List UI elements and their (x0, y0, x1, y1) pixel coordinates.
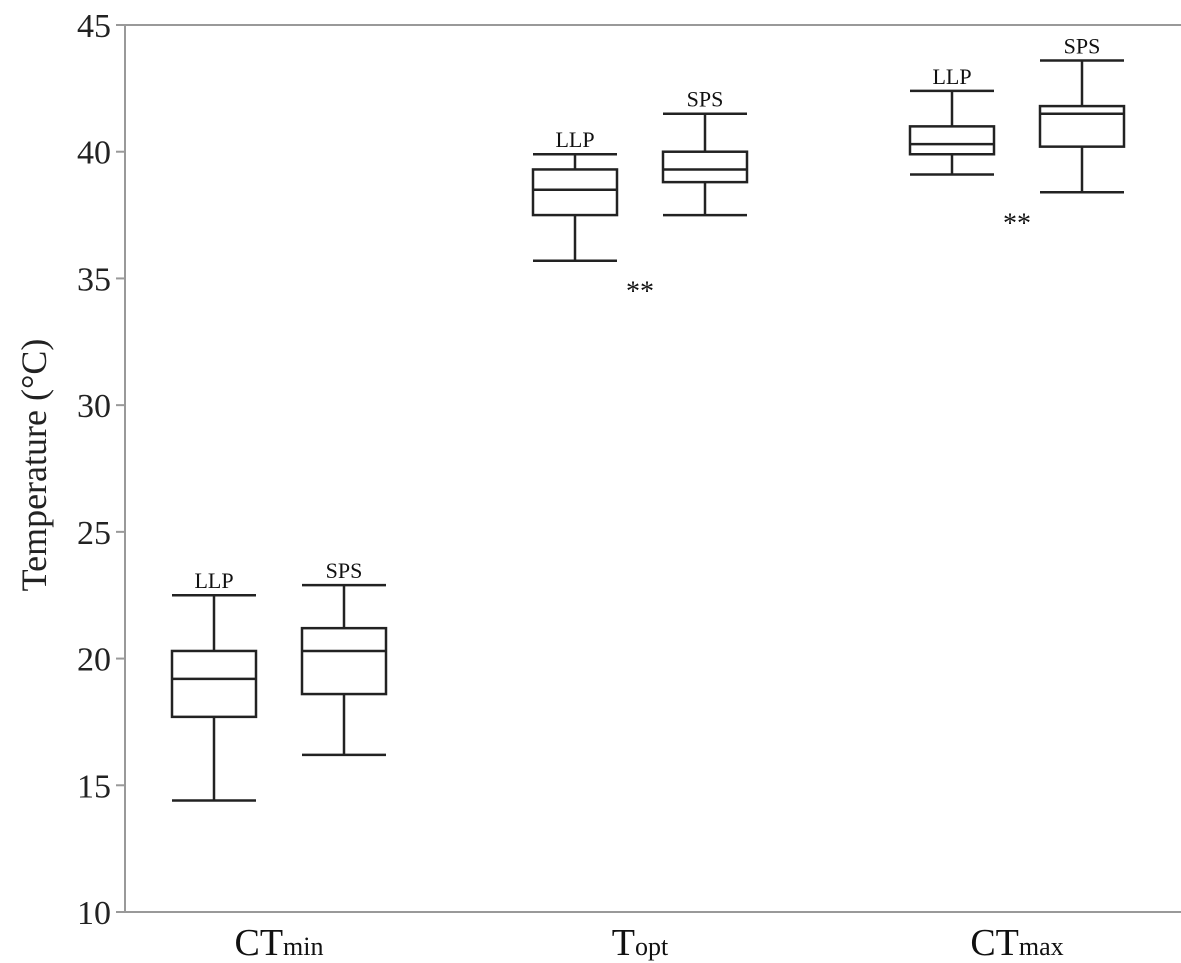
iqr-box (300, 626, 388, 696)
x-category-label: CTmax (970, 922, 1063, 963)
y-axis-ticks: 10 15 20 25 30 35 40 45 (77, 8, 125, 932)
significance-marker: ** (1003, 208, 1031, 239)
axes (124, 24, 1181, 913)
series-label: SPS (326, 558, 363, 583)
series-label: LLP (555, 127, 594, 152)
y-axis-title: Temperature (°C) (14, 339, 54, 592)
iqr-box (1038, 104, 1126, 148)
x-category-label: CTmin (234, 922, 323, 963)
y-tick-label: 10 (77, 895, 111, 932)
iqr-box (908, 125, 996, 156)
series-label: LLP (932, 64, 971, 89)
iqr-box (170, 649, 258, 719)
iqr-box (531, 168, 619, 217)
y-tick-label: 35 (77, 261, 111, 298)
y-tick-label: 25 (77, 515, 111, 552)
labels: ** ** CTmin Topt CTmax (234, 208, 1063, 963)
significance-marker: ** (626, 277, 654, 308)
series-label: SPS (1064, 33, 1101, 58)
box-llp: LLP (908, 64, 996, 176)
box-llp: LLP (531, 127, 619, 262)
y-tick-label: 30 (77, 388, 111, 425)
x-category-label: Topt (612, 922, 669, 963)
series-label: SPS (687, 87, 724, 112)
box-sps: SPS (300, 558, 388, 757)
box-sps: SPS (661, 87, 749, 217)
box-llp: LLP (170, 568, 258, 802)
series-label: LLP (194, 568, 233, 593)
y-tick-label: 20 (77, 642, 111, 679)
y-tick-label: 45 (77, 8, 111, 45)
iqr-box (661, 150, 749, 184)
y-tick-label: 40 (77, 135, 111, 172)
y-tick-label: 15 (77, 768, 111, 805)
box-sps: SPS (1038, 33, 1126, 194)
box-series: LLP SPS LLP SPS LLP SPS (170, 33, 1126, 802)
